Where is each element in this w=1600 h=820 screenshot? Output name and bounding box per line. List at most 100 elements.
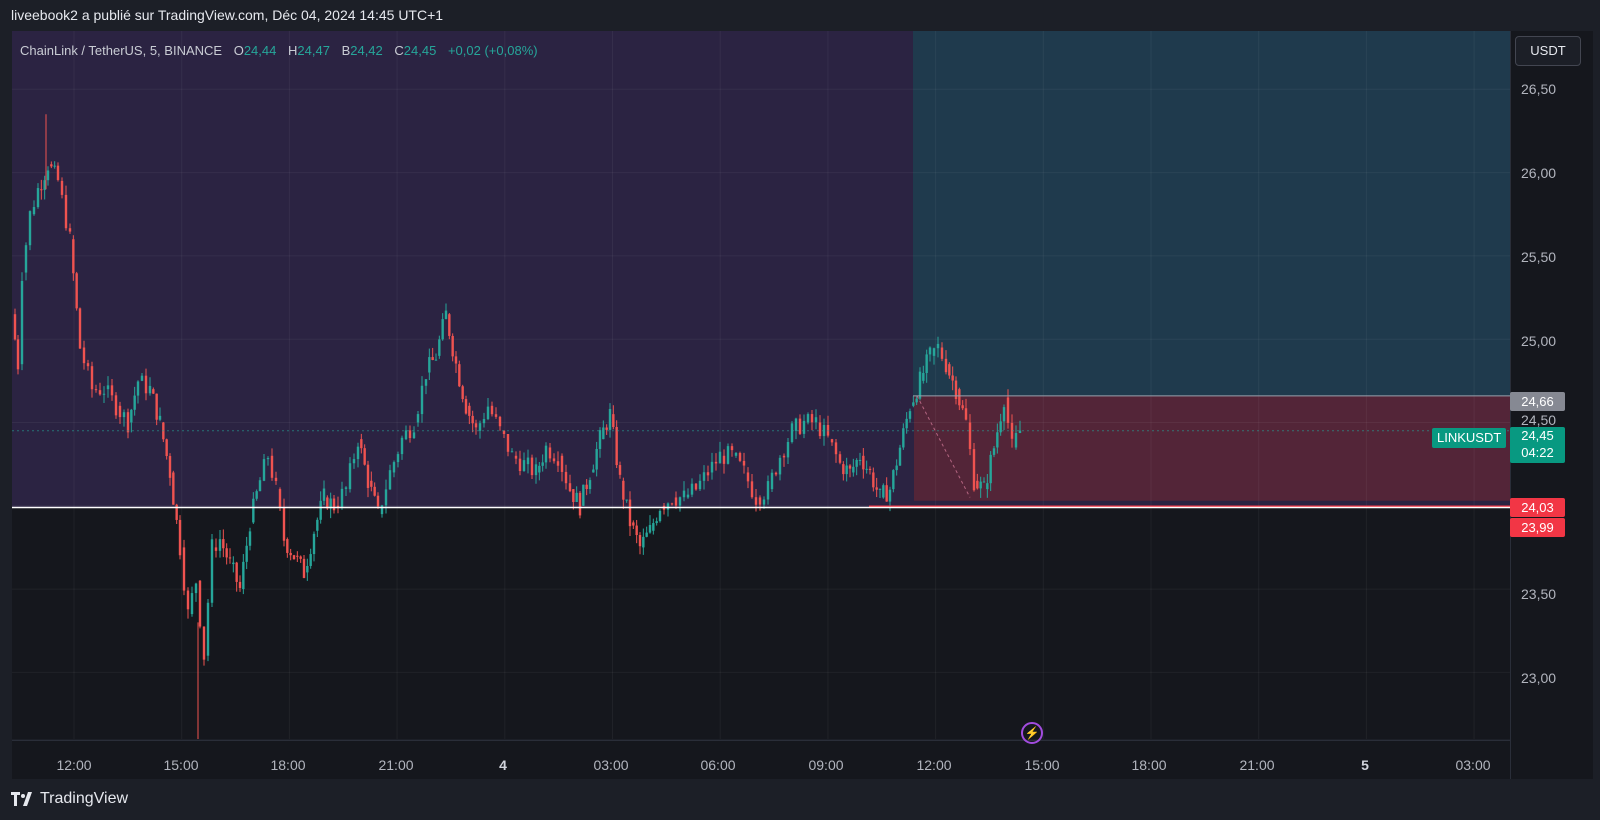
candle-body	[155, 393, 158, 420]
candle-body	[461, 386, 464, 400]
candle-body	[454, 356, 458, 364]
candle-body	[730, 446, 734, 451]
candle-body	[352, 459, 356, 464]
candle-body	[50, 164, 53, 167]
candle-body	[666, 503, 670, 510]
candle-body	[148, 385, 152, 394]
candle-body	[158, 415, 162, 420]
candle-body	[778, 457, 782, 475]
price-tick: 24,50	[1521, 412, 1557, 428]
candle-body	[296, 555, 299, 557]
target-price-label: 24,66	[1510, 392, 1565, 411]
candle-body	[53, 165, 56, 167]
trade-path-line	[916, 395, 971, 498]
candle-body	[750, 481, 754, 498]
candle-body	[94, 389, 98, 391]
price-tick: 26,00	[1521, 165, 1557, 181]
candle-body	[228, 557, 232, 559]
candle-body	[922, 372, 925, 381]
chart-pane[interactable]	[12, 31, 1510, 739]
candle-body	[865, 468, 868, 470]
last-price-value: 24,45	[1521, 428, 1554, 443]
legend-low-label: B	[341, 43, 351, 58]
candle-body	[309, 554, 312, 566]
candle-body	[999, 421, 1002, 433]
candle-body	[438, 339, 441, 356]
candle-body	[872, 472, 875, 488]
candle-body	[951, 375, 954, 381]
candle-body	[544, 445, 548, 463]
candle-body	[392, 462, 396, 473]
candle-body	[428, 357, 431, 373]
candle-body	[232, 562, 235, 565]
candle-body	[638, 535, 642, 547]
loss-zone	[914, 395, 1510, 501]
candle-body	[718, 451, 722, 464]
support-price-label: 23,99	[1510, 518, 1565, 537]
candle-body	[915, 398, 918, 403]
candle-body	[655, 521, 658, 524]
candle-body	[114, 395, 118, 416]
candle-body	[972, 449, 976, 491]
legend-close-value: 24,45	[403, 43, 437, 58]
profit-zone	[913, 31, 1510, 396]
candle-body	[245, 545, 248, 562]
candle-body	[818, 422, 822, 437]
tradingview-logo[interactable]: TradingView	[11, 790, 128, 808]
footer-brand-label: TradingView	[40, 790, 129, 807]
price-tick: 25,00	[1521, 333, 1557, 349]
candle-body	[622, 480, 625, 500]
time-tick: 12:00	[916, 757, 952, 773]
candle-body	[758, 497, 762, 505]
chart-canvas[interactable]	[12, 31, 1510, 739]
candle-body	[168, 456, 172, 478]
candle-body	[68, 228, 72, 232]
time-tick: 21:00	[378, 757, 414, 773]
price-tick: 26,50	[1521, 81, 1557, 97]
candle-body	[252, 498, 255, 523]
candle-body	[90, 366, 94, 390]
candle-body	[794, 418, 798, 431]
candle-body	[682, 490, 686, 498]
candle-body	[862, 455, 865, 470]
price-tick: 23,50	[1521, 586, 1557, 602]
candle-body	[412, 432, 416, 439]
candle-body	[598, 430, 602, 449]
candle-body	[578, 492, 582, 516]
candle-body	[898, 447, 902, 466]
candle-body	[43, 180, 46, 190]
candle-body	[444, 310, 448, 320]
candle-body	[845, 465, 848, 475]
candle-body	[810, 414, 814, 423]
candle-body	[140, 375, 144, 381]
candle-body	[186, 590, 190, 610]
candle-body	[266, 458, 270, 460]
candle-body	[774, 472, 778, 475]
candle-body	[388, 470, 392, 490]
candle-body	[588, 480, 592, 490]
candle-body	[206, 602, 210, 656]
candle-body	[416, 414, 420, 423]
candle-body	[434, 359, 438, 361]
candle-body	[502, 430, 506, 435]
candle-body	[698, 480, 702, 490]
candle-body	[632, 522, 635, 526]
currency-button[interactable]: USDT	[1515, 36, 1581, 66]
lightning-icon[interactable]: ⚡	[1021, 722, 1043, 744]
candle-body	[190, 593, 194, 615]
candle-body	[541, 462, 544, 466]
candle-body	[786, 442, 790, 458]
time-tick-day: 5	[1361, 757, 1369, 773]
candle-body	[312, 533, 316, 555]
candle-body	[441, 319, 444, 340]
tradingview-logo-icon	[11, 792, 32, 806]
candle-body	[875, 487, 878, 490]
candle-body	[652, 523, 655, 531]
candle-body	[648, 525, 652, 533]
candle-body	[925, 354, 928, 373]
candle-body	[754, 497, 758, 505]
publication-header: liveebook2 a publié sur TradingView.com,…	[0, 0, 1600, 30]
time-axis[interactable]	[12, 740, 1510, 779]
candle-body	[286, 539, 289, 553]
candle-body	[834, 442, 838, 455]
